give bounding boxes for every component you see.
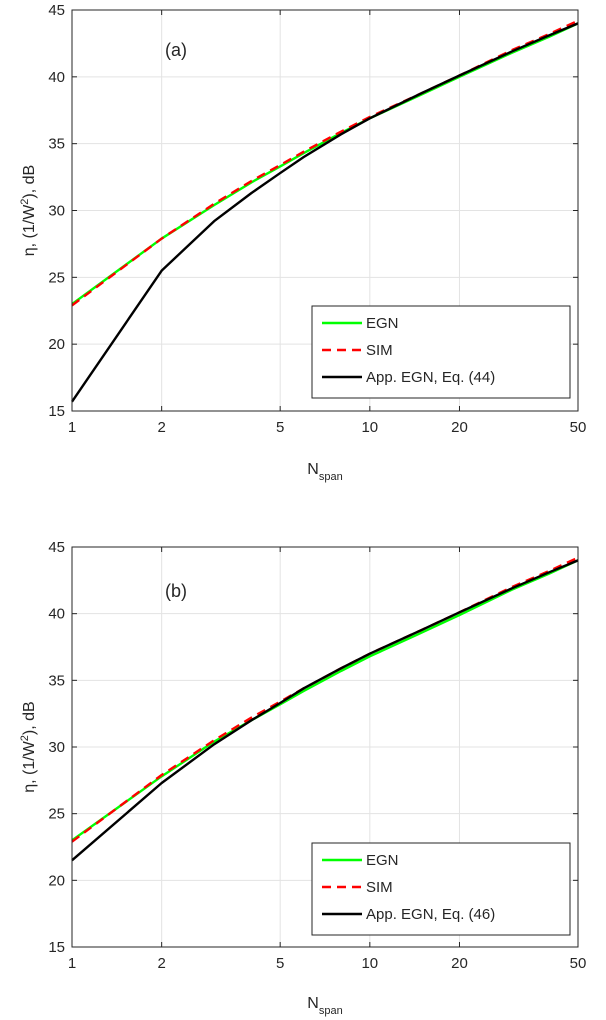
x-tick-label: 20: [451, 419, 468, 436]
y-tick-label: 45: [48, 2, 65, 19]
x-tick-label: 10: [361, 419, 378, 436]
y-axis-label: η, (1/W2), dB: [19, 701, 38, 792]
legend-box: [311, 842, 571, 936]
y-tick-label: 30: [48, 203, 65, 220]
y-tick-label: 40: [48, 69, 65, 86]
y-tick-label: 25: [48, 269, 65, 286]
x-tick-label: 2: [157, 955, 165, 972]
y-tick-label: 40: [48, 606, 65, 623]
series-line-3: [71, 22, 579, 403]
y-tick-label: 35: [48, 136, 65, 153]
y-tick-label: 25: [48, 806, 65, 823]
series-line-3: [71, 559, 579, 862]
legend-label-1: EGN: [366, 315, 399, 332]
legend: EGN SIM App. EGN, Eq. (44): [311, 305, 571, 399]
x-tick-label: 10: [361, 955, 378, 972]
x-tick-label: 1: [68, 419, 76, 436]
x-tick-label: 20: [451, 955, 468, 972]
x-tick-label: 50: [570, 419, 587, 436]
series-group: [71, 19, 579, 403]
y-tick-label: 35: [48, 672, 65, 689]
y-tick-label: 45: [48, 539, 65, 556]
x-tick-label: 50: [570, 955, 587, 972]
legend-label-2: SIM: [366, 342, 393, 359]
x-axis-label: Nspan: [307, 461, 342, 483]
y-axis-label: η, (1/W2), dB: [19, 165, 38, 256]
legend-box: [311, 305, 571, 399]
series-line-1: [71, 22, 579, 306]
x-tick-label: 5: [276, 955, 284, 972]
x-tick-label: 2: [157, 419, 165, 436]
y-tick-label: 15: [48, 403, 65, 420]
x-axis-label: Nspan: [307, 995, 342, 1017]
series-line-2: [71, 556, 579, 843]
panel-label: (b): [165, 581, 187, 601]
y-tick-label: 20: [48, 872, 65, 889]
series-line-2: [71, 19, 579, 307]
y-tick-label: 30: [48, 739, 65, 756]
panel-label: (a): [165, 40, 187, 60]
legend-label-2: SIM: [366, 879, 393, 896]
x-tick-label: 5: [276, 419, 284, 436]
legend-label-1: EGN: [366, 852, 399, 869]
legend: EGN SIM App. EGN, Eq. (46): [311, 842, 571, 936]
legend-label-3: App. EGN, Eq. (44): [366, 369, 495, 386]
y-tick-label: 15: [48, 939, 65, 956]
series-group: [71, 556, 579, 862]
y-tick-label: 20: [48, 336, 65, 353]
series-line-1: [71, 559, 579, 842]
legend-label-3: App. EGN, Eq. (46): [366, 906, 495, 923]
x-tick-label: 1: [68, 955, 76, 972]
